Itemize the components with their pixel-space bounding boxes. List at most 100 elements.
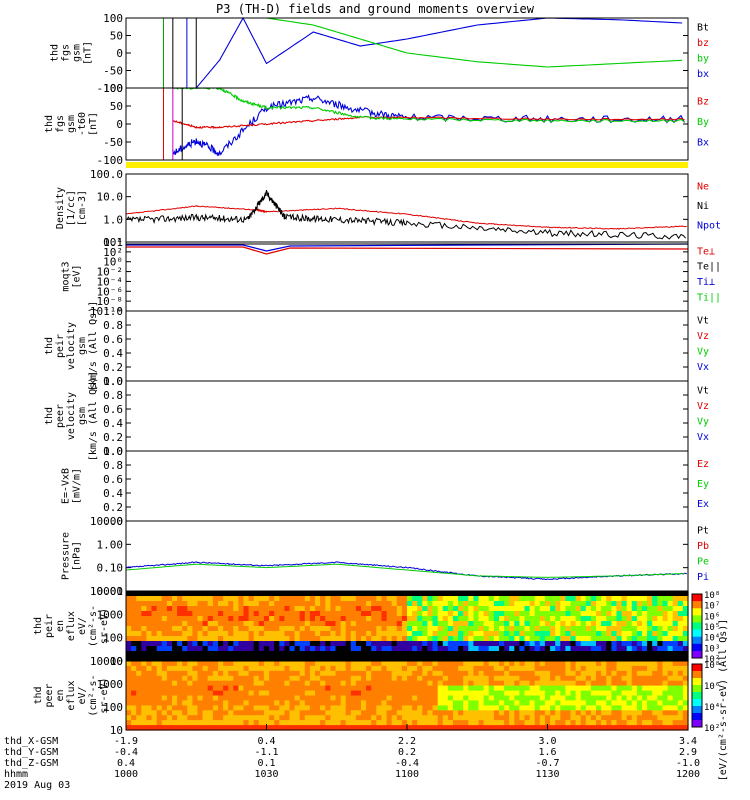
spectro-cell [146, 715, 153, 721]
spectro-cell [361, 720, 367, 726]
spectro-cell [350, 705, 357, 711]
spectro-cell [350, 670, 357, 677]
spectro-cell [432, 626, 439, 632]
legend-Ni: Ni [697, 201, 709, 212]
spectro-cell [488, 720, 495, 726]
spectro-cell [672, 651, 679, 657]
spectro-cell [677, 601, 684, 607]
spectro-cell [493, 675, 500, 682]
spectro-cell [682, 700, 689, 706]
spectro-cell [340, 685, 347, 692]
spectro-cell [442, 651, 449, 657]
spectro-cell [636, 715, 643, 721]
spectro-cell [504, 641, 510, 647]
spectro-cell [299, 616, 306, 622]
spectro-cell [580, 601, 587, 607]
spectro-cell [478, 700, 485, 706]
spectro-cell [386, 636, 393, 642]
spectro-cell [611, 631, 618, 637]
spectro-cell [248, 675, 255, 682]
spectro-cell [596, 695, 602, 701]
spectro-cell [355, 611, 362, 617]
spectro-cell [621, 616, 628, 622]
spectro-cell [652, 606, 658, 612]
ylabel-line: [nPa] [72, 541, 83, 571]
legend-Vz: Vz [697, 401, 709, 412]
spectro-cell [151, 616, 158, 622]
spectro-cell [407, 715, 413, 721]
spectro-cell [682, 601, 689, 607]
spectro-cell [207, 725, 214, 731]
spectro-cell [248, 626, 255, 632]
spectro-cell [636, 651, 643, 657]
spectro-cell [442, 665, 449, 672]
spectro-cell [417, 710, 423, 716]
spectro-cell [187, 720, 193, 726]
spectro-cell [355, 641, 362, 647]
spectro-cell [218, 641, 224, 647]
spectro-cell [355, 606, 362, 612]
spectro-cell [182, 596, 188, 602]
spectro-cell [340, 725, 347, 731]
spectro-cell [299, 675, 306, 682]
spectro-cell [248, 715, 255, 721]
spectro-cell [682, 720, 689, 726]
spectro-cell [263, 601, 270, 607]
spectro-cell [361, 695, 367, 701]
spectro-cell [580, 725, 587, 731]
spectro-cell [677, 646, 684, 652]
spectro-cell [299, 700, 306, 706]
spectro-cell [126, 661, 132, 667]
spectro-cell [529, 705, 536, 711]
spectro-cell [447, 685, 454, 692]
spectro-cell [626, 591, 633, 597]
spectro-cell [499, 631, 505, 637]
spectro-cell [309, 621, 316, 627]
spectro-cell [682, 695, 689, 701]
spectro-cell [499, 656, 505, 662]
spectro-cell [218, 725, 224, 731]
spectro-cell [580, 670, 587, 677]
spectro-cell [647, 720, 653, 726]
spectro-cell [504, 685, 510, 692]
spectro-cell [575, 700, 582, 706]
spectro-cell [427, 591, 434, 597]
spectro-cell [335, 665, 342, 672]
spectro-cell [580, 685, 587, 692]
spectro-cell [504, 700, 510, 706]
spectro-cell [396, 705, 403, 711]
spectro-cell [253, 621, 260, 627]
spectro-cell [325, 680, 331, 687]
spectro-cell [662, 715, 669, 721]
ylabel-line: peir [55, 334, 66, 358]
spectro-cell [294, 720, 301, 726]
xaxis-row-label: thd_X-GSM [4, 736, 58, 747]
spectro-cell [478, 651, 485, 657]
spectro-cell [590, 705, 597, 711]
spectro-cell [166, 680, 173, 687]
spectro-cell [279, 621, 285, 627]
spectro-cell [657, 626, 663, 632]
ylabel-line: thd [33, 617, 44, 635]
spectro-cell [233, 626, 239, 632]
spectro-cell [631, 656, 638, 662]
spectro-cell [401, 661, 408, 667]
spectro-cell [453, 591, 459, 597]
spectro-cell [652, 715, 658, 721]
spectro-cell [442, 636, 449, 642]
spectro-cell [631, 720, 638, 726]
spectro-cell [396, 675, 403, 682]
spectro-cell [534, 675, 541, 682]
spectro-cell [493, 725, 500, 731]
spectro-cell [677, 685, 684, 692]
spectro-cell [601, 661, 607, 667]
spectro-cell [202, 601, 209, 607]
spectro-cell [192, 611, 199, 617]
spectro-cell [386, 690, 393, 697]
spectro-cell [136, 680, 142, 687]
spectro-cell [366, 646, 372, 652]
spectro-cell [345, 710, 352, 716]
spectro-cell [177, 636, 183, 642]
spectro-cell [207, 626, 214, 632]
spectro-cell [493, 710, 500, 716]
